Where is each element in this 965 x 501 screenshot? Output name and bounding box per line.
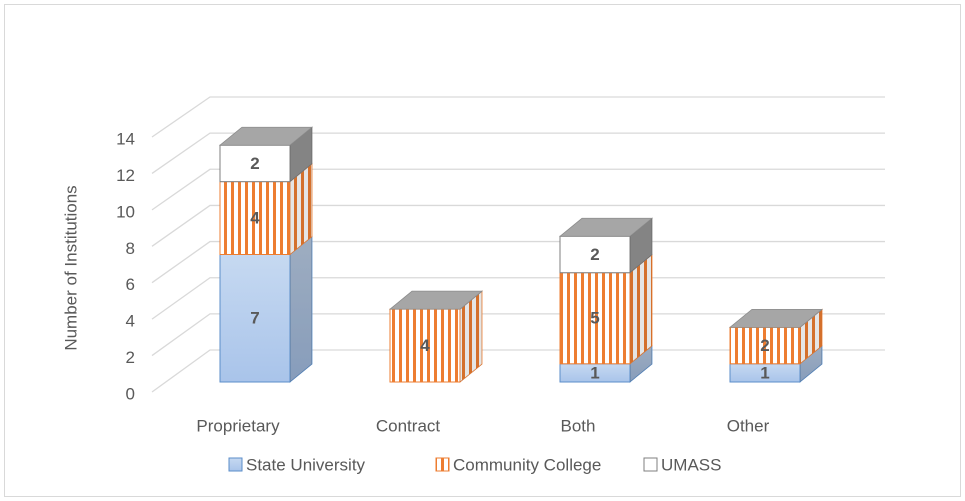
legend-swatch	[435, 457, 450, 472]
legend-label: UMASS	[661, 455, 721, 474]
y-tick-label: 8	[126, 239, 135, 258]
grid-line	[151, 349, 885, 393]
x-tick-label: Other	[727, 416, 770, 435]
bar-side-shade	[290, 163, 312, 255]
bar-top	[218, 126, 314, 146]
bar-side-shade	[460, 291, 482, 382]
bar-side-shade	[290, 236, 312, 382]
bar-segment	[729, 326, 801, 365]
y-tick-label: 2	[126, 348, 135, 367]
bar-segment	[219, 181, 291, 255]
legend-swatch	[643, 457, 658, 472]
data-label: 1	[760, 363, 769, 382]
bar-segment	[219, 254, 291, 383]
y-tick-label: 14	[116, 129, 135, 148]
grid-line	[151, 204, 885, 247]
data-label: 2	[760, 336, 769, 355]
grid-line	[151, 313, 885, 357]
bar-segment	[559, 272, 631, 365]
bar-top	[728, 308, 824, 328]
bar-side-shade	[800, 345, 822, 382]
chart-border	[4, 4, 961, 497]
data-label: 2	[250, 154, 259, 173]
x-tick-label: Both	[561, 416, 596, 435]
bar-top	[388, 290, 484, 310]
grid-line	[151, 168, 885, 211]
bar-side-shade	[630, 345, 652, 382]
data-label: 4	[250, 209, 260, 228]
y-tick-label: 0	[126, 384, 135, 403]
bar-side-shade	[630, 254, 652, 364]
y-tick-label: 10	[116, 202, 135, 221]
data-label: 5	[590, 309, 599, 328]
y-tick-label: 12	[116, 166, 135, 185]
grid-line	[151, 132, 885, 174]
legend-swatch	[228, 457, 243, 472]
legend-label: State University	[246, 455, 366, 474]
x-tick-label: Proprietary	[196, 416, 280, 435]
bar-segment	[389, 308, 461, 383]
y-axis-title: Number of Institutions	[61, 185, 80, 350]
data-label: 4	[420, 336, 430, 355]
bar-segment	[219, 144, 291, 183]
grid-line	[151, 96, 885, 138]
bar-top	[558, 217, 654, 237]
grid-line	[151, 240, 885, 284]
data-label: 2	[590, 245, 599, 264]
grid-line	[151, 277, 885, 320]
y-tick-label: 6	[126, 275, 135, 294]
data-label: 7	[250, 309, 259, 328]
x-tick-label: Contract	[376, 416, 441, 435]
legend-label: Community College	[453, 455, 601, 474]
y-tick-label: 4	[126, 312, 135, 331]
data-label: 1	[590, 363, 599, 382]
